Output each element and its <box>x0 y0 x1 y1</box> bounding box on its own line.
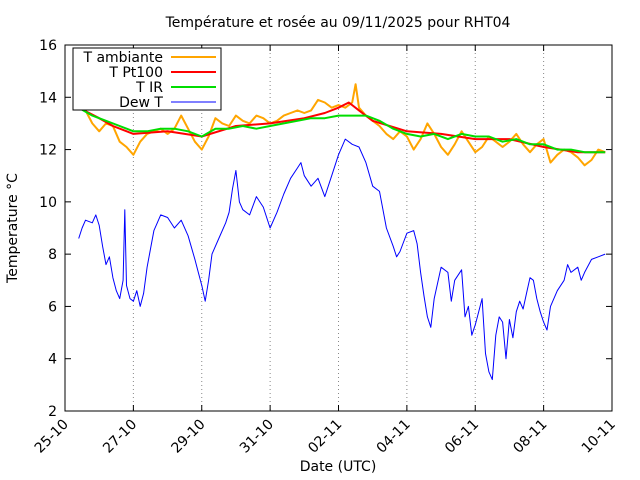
y-tick-label: 8 <box>48 247 57 263</box>
series-line-dew-t <box>78 138 606 381</box>
y-tick-label: 4 <box>48 352 57 368</box>
series-line-t-ambiante <box>78 83 606 167</box>
legend-label: T Pt100 <box>108 65 163 81</box>
legend-box <box>72 47 222 111</box>
chart-title: Température et rosée au 09/11/2025 pour … <box>165 15 511 31</box>
y-tick-label: 2 <box>48 404 57 420</box>
x-axis-title: Date (UTC) <box>300 459 377 475</box>
y-tick-label: 6 <box>48 299 57 315</box>
legend-label: T IR <box>135 80 163 96</box>
y-axis-title: Temperature °C <box>5 173 21 284</box>
y-tick-label: 14 <box>39 90 57 106</box>
series-line-t-ir <box>78 106 606 154</box>
y-axis: 2 4 6 8 10 12 14 16 <box>39 38 612 420</box>
y-tick-label: 12 <box>39 143 57 159</box>
legend-label: T ambiante <box>82 50 163 66</box>
y-tick-label: 16 <box>39 38 57 54</box>
y-tick-label: 10 <box>39 195 57 211</box>
legend-label: Dew T <box>119 95 163 111</box>
series-lines <box>78 83 606 381</box>
